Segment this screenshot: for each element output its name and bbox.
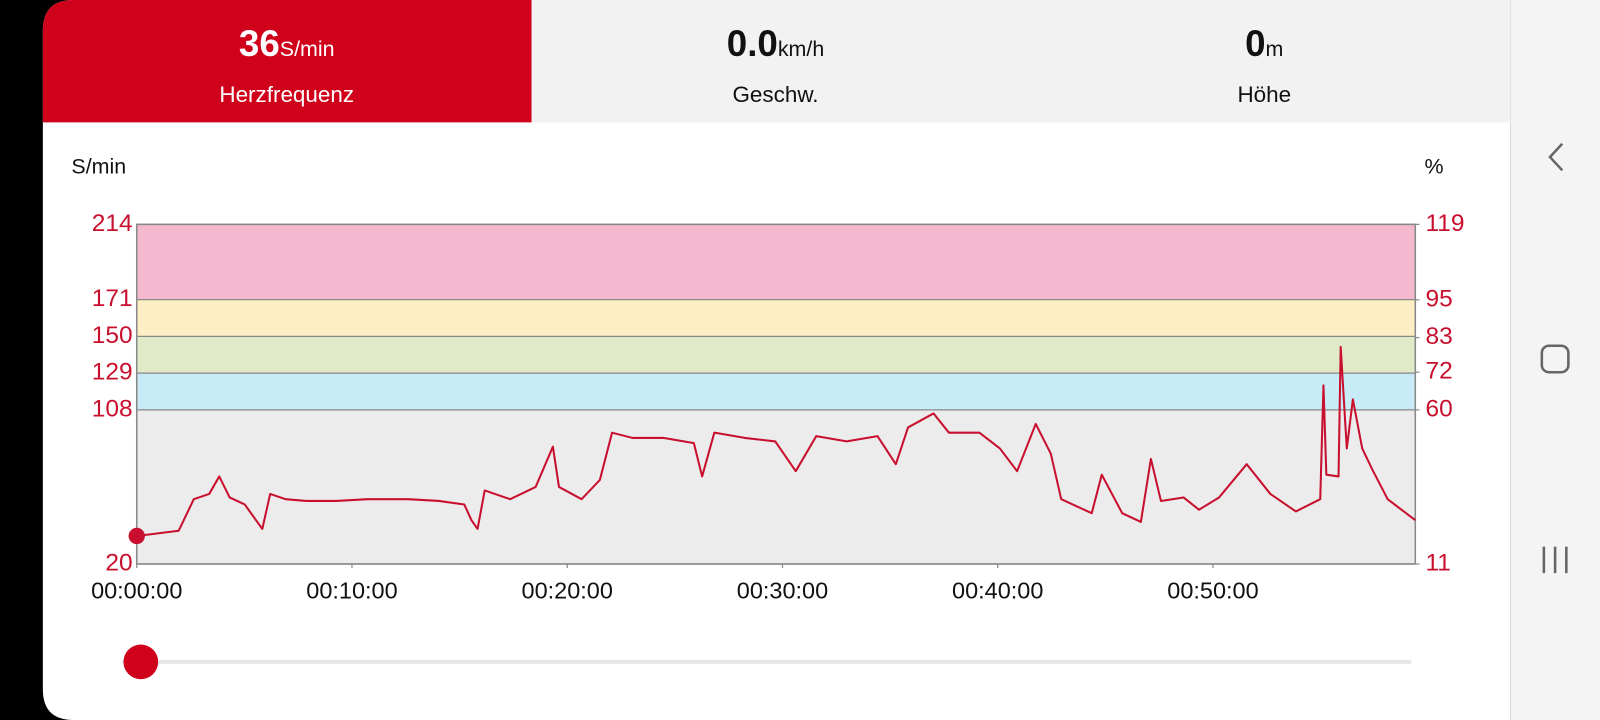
- tab-label: Höhe: [1237, 82, 1291, 107]
- tab-label: Geschw.: [732, 82, 818, 107]
- tab-number: 0.0: [727, 23, 778, 64]
- tab-active[interactable]: [42, 0, 532, 123]
- x-tick-label: 00:10:00: [306, 578, 397, 604]
- y-tick-label: 214: [92, 210, 133, 237]
- zone-band: [136, 373, 1416, 410]
- tab-number: 0: [1245, 23, 1265, 64]
- y2-tick-label: 119: [1426, 210, 1465, 237]
- y2-tick-label: 95: [1426, 285, 1453, 312]
- zone-band: [136, 336, 1416, 374]
- nav-back[interactable]: [1548, 142, 1564, 172]
- zone-band: [136, 299, 1416, 337]
- position-marker: [128, 527, 145, 545]
- y2-tick-label: 83: [1426, 323, 1453, 350]
- nav-recent[interactable]: [1542, 546, 1568, 574]
- nav-home[interactable]: [1540, 344, 1570, 374]
- y-axis-label: S/min: [71, 154, 126, 178]
- y-tick-label: 108: [92, 395, 133, 422]
- nav-bar: [1510, 0, 1600, 720]
- heart-rate-line: [136, 345, 1416, 537]
- x-tick-label: 00:30:00: [737, 578, 828, 604]
- y2-tick-label: 60: [1426, 395, 1453, 422]
- x-tick-label: 00:20:00: [522, 578, 613, 604]
- tab-value: 0.0km/h: [727, 23, 824, 64]
- y2-axis-label: %: [1424, 154, 1443, 178]
- tab-number: 36: [239, 23, 280, 64]
- tab-value: 36S/min: [239, 23, 335, 64]
- tab-unit: m: [1266, 37, 1284, 61]
- y2-tick-label: 11: [1426, 549, 1451, 576]
- x-tick-label: 00:50:00: [1167, 578, 1258, 604]
- tab-label: Herzfrequenz: [219, 82, 354, 107]
- tab-inactive[interactable]: [531, 0, 1511, 123]
- y-tick-label: 20: [105, 549, 132, 576]
- x-tick-label: 00:00:00: [91, 578, 182, 604]
- tab-unit: km/h: [778, 37, 824, 61]
- plot-border: [135, 223, 1417, 565]
- zone-band: [136, 409, 1416, 564]
- y-tick-label: 171: [92, 285, 133, 312]
- x-tick-label: 00:40:00: [952, 578, 1043, 604]
- y2-tick-label: 72: [1426, 358, 1453, 385]
- zone-band: [136, 224, 1416, 300]
- tab-unit: S/min: [280, 37, 335, 61]
- y-tick-label: 129: [92, 359, 133, 386]
- y-tick-label: 150: [92, 322, 133, 349]
- slider-handle[interactable]: [123, 644, 159, 680]
- tab-value: 0m: [1245, 23, 1283, 64]
- plot: 20 108 129 150 171 214 11 60 72 83 95 119 00:00:00 00…: [91, 210, 1464, 604]
